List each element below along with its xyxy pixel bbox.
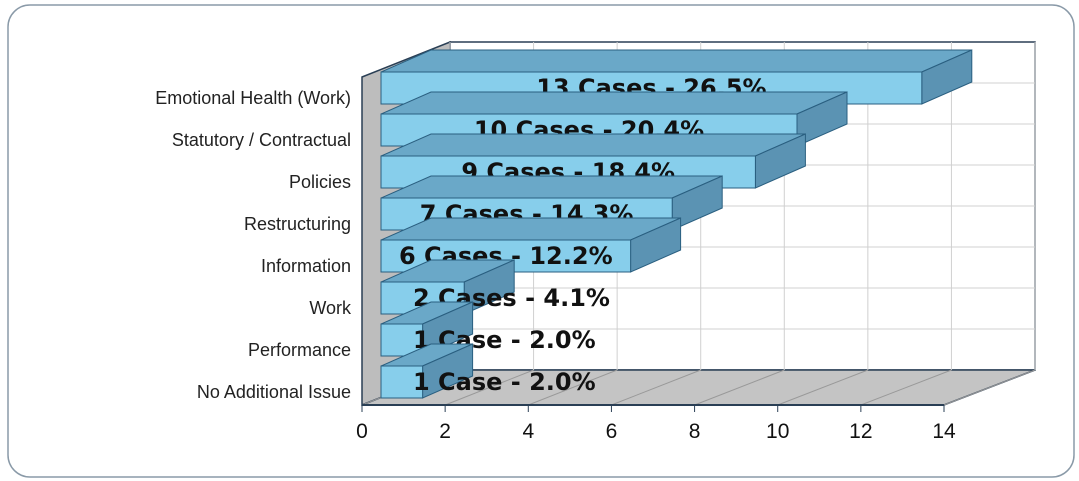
bar (380, 323, 424, 357)
floor-grid-line (444, 369, 534, 406)
floor-grid-line (611, 369, 701, 406)
bar-top (380, 217, 681, 241)
value-label: 1 Case - 2.0% (413, 368, 596, 396)
x-tick-label: 14 (932, 420, 956, 443)
floor-grid-line (860, 369, 952, 406)
y-tick-label: Performance (248, 340, 351, 360)
y-tick-label: Information (261, 256, 351, 276)
y-tick-label: Emotional Health (Work) (155, 88, 351, 108)
x-tick-label: 10 (766, 420, 789, 443)
x-tick-label: 4 (522, 420, 534, 443)
x-tick-label: 2 (439, 420, 451, 443)
bar-top (380, 91, 848, 115)
y-tick-label: Work (309, 298, 352, 318)
bar-top (380, 175, 723, 199)
x-tick-label: 8 (689, 420, 701, 443)
y-tick-label: No Additional Issue (197, 382, 351, 402)
bar (380, 365, 424, 399)
x-tick-label: 12 (849, 420, 872, 443)
x-tick-label: 0 (356, 420, 368, 443)
y-tick-label: Restructuring (244, 214, 351, 234)
bar-top (380, 49, 973, 73)
floor-grid-line (528, 369, 618, 406)
floor-grid-line (777, 369, 869, 406)
bar-top (380, 133, 806, 157)
y-tick-label: Statutory / Contractual (172, 130, 351, 150)
floor-grid-line (694, 369, 785, 406)
y-tick-label: Policies (289, 172, 351, 192)
floor-grid-line (943, 369, 1036, 406)
x-tick-label: 6 (606, 420, 618, 443)
